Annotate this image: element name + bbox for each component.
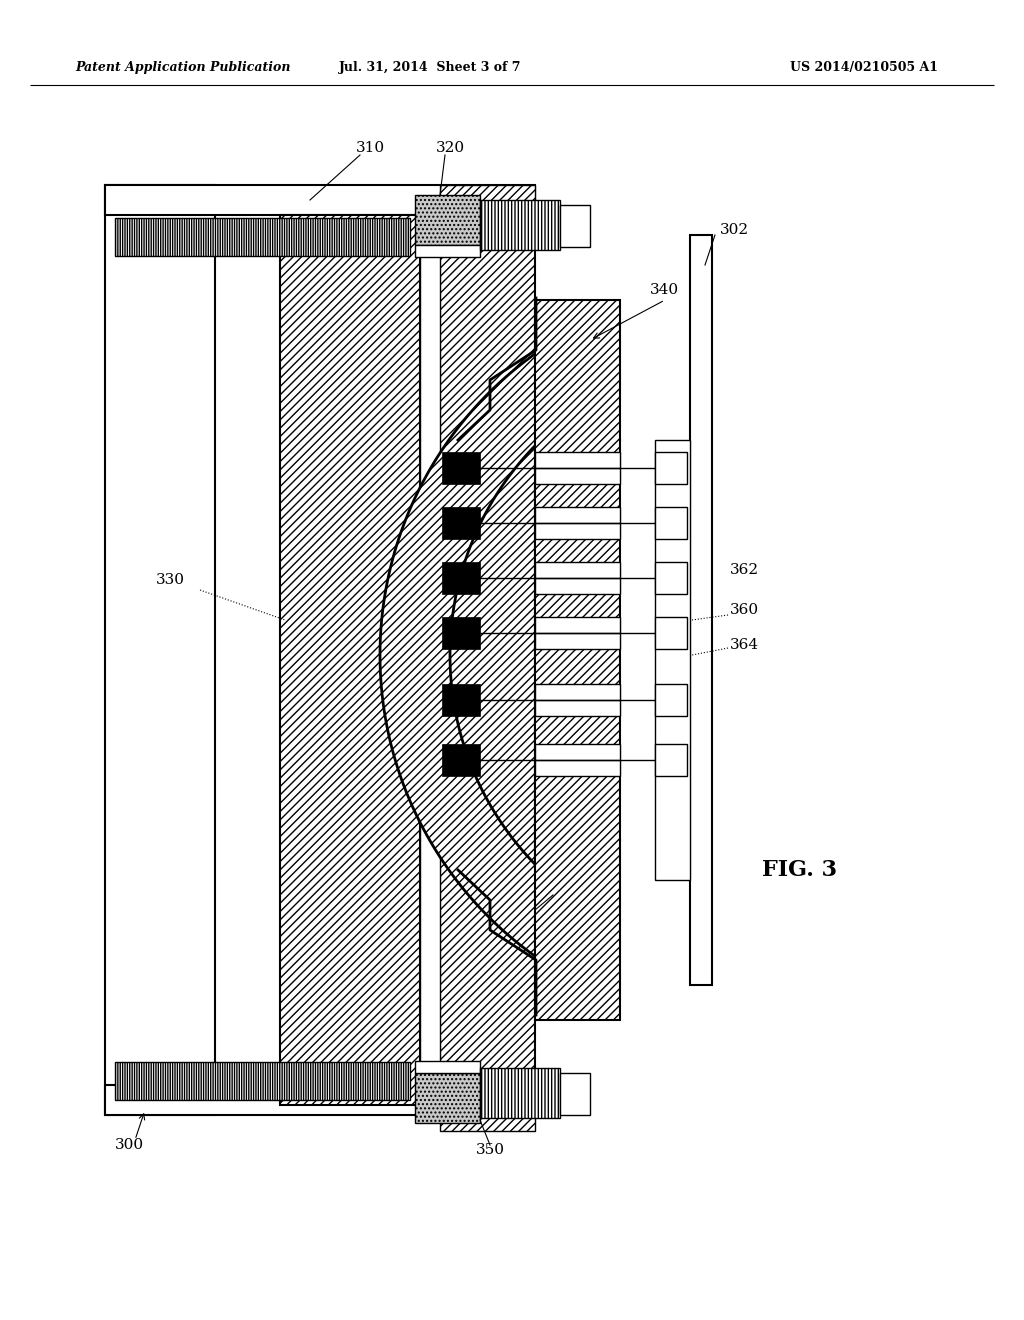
Bar: [440, 185, 535, 216]
Bar: [105, 185, 535, 215]
Bar: [480, 1068, 560, 1118]
Text: 360: 360: [730, 603, 759, 616]
Bar: [442, 616, 480, 649]
Bar: [115, 1063, 410, 1100]
Bar: [535, 616, 620, 649]
Text: 352: 352: [555, 883, 584, 898]
Bar: [655, 616, 687, 649]
Bar: [442, 507, 480, 539]
Bar: [105, 185, 215, 1115]
Bar: [415, 1073, 480, 1123]
Bar: [415, 246, 480, 257]
Bar: [442, 562, 480, 594]
Bar: [115, 218, 410, 256]
Text: 302: 302: [720, 223, 750, 238]
Bar: [655, 507, 687, 539]
Bar: [535, 300, 620, 1020]
Bar: [690, 235, 712, 985]
Bar: [442, 744, 480, 776]
Bar: [535, 562, 620, 594]
Bar: [535, 684, 620, 715]
Text: Patent Application Publication: Patent Application Publication: [75, 62, 291, 74]
Text: 300: 300: [115, 1138, 144, 1152]
Bar: [420, 215, 440, 1105]
Bar: [442, 684, 480, 715]
Polygon shape: [380, 334, 600, 975]
Text: 310: 310: [355, 141, 385, 154]
Text: FIG. 3: FIG. 3: [763, 859, 838, 880]
Bar: [442, 451, 480, 484]
Bar: [415, 195, 480, 246]
Text: 350: 350: [475, 1143, 505, 1158]
Bar: [655, 451, 687, 484]
Bar: [655, 562, 687, 594]
Bar: [415, 1061, 480, 1073]
Text: 330: 330: [156, 573, 184, 587]
Bar: [655, 684, 687, 715]
Bar: [655, 744, 687, 776]
Bar: [440, 1104, 535, 1131]
Text: Jul. 31, 2014  Sheet 3 of 7: Jul. 31, 2014 Sheet 3 of 7: [339, 62, 521, 74]
Bar: [280, 215, 420, 1105]
Text: 320: 320: [435, 141, 465, 154]
Bar: [105, 1085, 535, 1115]
Bar: [535, 451, 620, 484]
Bar: [535, 507, 620, 539]
Text: 340: 340: [650, 282, 679, 297]
Bar: [560, 205, 590, 247]
Bar: [560, 1073, 590, 1115]
Bar: [480, 201, 560, 249]
Bar: [655, 440, 690, 880]
Bar: [440, 215, 535, 1105]
Text: 364: 364: [730, 638, 759, 652]
Text: US 2014/0210505 A1: US 2014/0210505 A1: [790, 62, 938, 74]
Text: 362: 362: [730, 564, 759, 577]
Bar: [535, 744, 620, 776]
